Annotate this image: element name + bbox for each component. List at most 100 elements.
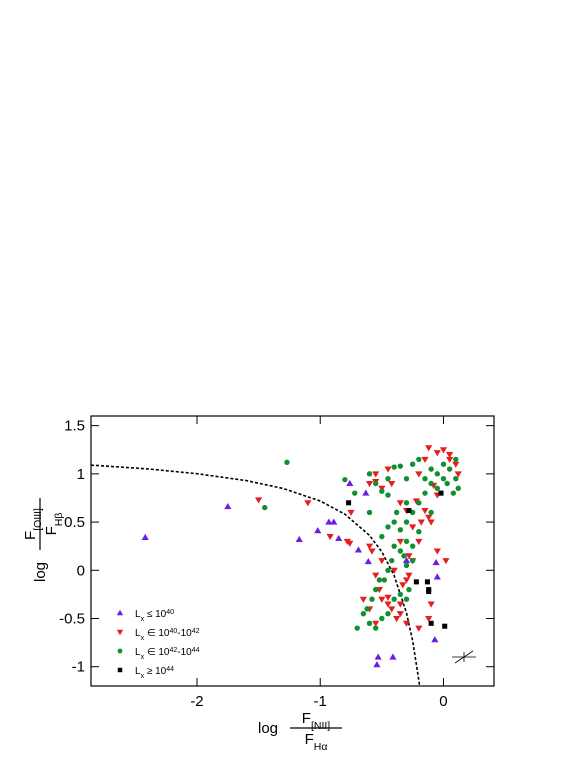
- point: [368, 548, 376, 555]
- point: [412, 498, 420, 505]
- point: [425, 615, 433, 623]
- point: [325, 518, 333, 525]
- legend-marker: [116, 629, 124, 636]
- axis-label-denominator: FHα: [305, 731, 328, 752]
- point: [362, 489, 370, 496]
- point: [364, 606, 370, 612]
- point: [403, 538, 410, 545]
- point: [427, 519, 435, 526]
- point: [378, 558, 386, 565]
- point: [359, 596, 367, 603]
- point: [405, 553, 413, 560]
- point: [224, 503, 232, 510]
- point: [366, 471, 373, 477]
- point: [384, 466, 392, 473]
- axis-label-prefix: log: [258, 720, 278, 737]
- point: [384, 601, 392, 608]
- legend-label: Lx ≥ 1044: [135, 666, 174, 680]
- point: [433, 450, 441, 457]
- point: [442, 623, 448, 629]
- point: [352, 490, 358, 496]
- y-tick-label: -1: [72, 659, 85, 676]
- point: [428, 620, 434, 626]
- point: [372, 625, 379, 631]
- point: [314, 527, 322, 534]
- point: [347, 509, 355, 517]
- point: [396, 538, 404, 545]
- point: [390, 567, 398, 574]
- axis-label-prefix: log: [32, 562, 49, 582]
- point: [397, 591, 404, 598]
- y-tick-label: 0.5: [64, 514, 85, 531]
- point: [354, 546, 363, 553]
- axis-label-numerator: F[NII]: [302, 710, 331, 732]
- axis-label-denominator: FHβ: [43, 513, 65, 536]
- point: [389, 653, 397, 660]
- point: [255, 497, 263, 504]
- point: [372, 471, 380, 478]
- x-axis-label: log F[NII]FHα: [258, 710, 342, 753]
- point: [365, 480, 374, 488]
- point: [415, 538, 423, 545]
- point: [403, 519, 410, 525]
- point: [415, 625, 423, 632]
- legend-marker: [116, 609, 124, 616]
- point: [452, 461, 460, 468]
- point: [403, 596, 410, 602]
- point: [369, 596, 375, 602]
- point: [385, 524, 391, 530]
- point: [421, 456, 429, 463]
- point: [365, 543, 374, 550]
- point: [409, 524, 417, 531]
- point: [416, 529, 422, 535]
- point: [446, 466, 453, 472]
- point: [421, 507, 429, 515]
- point: [425, 445, 433, 452]
- point: [413, 579, 419, 585]
- point: [384, 594, 392, 601]
- point: [385, 567, 391, 573]
- legend-marker: [117, 648, 123, 654]
- point: [434, 485, 441, 492]
- point: [446, 452, 454, 459]
- point: [284, 459, 290, 465]
- point: [425, 514, 433, 521]
- point: [385, 492, 391, 498]
- x-tick-label: -1: [314, 693, 327, 710]
- point: [389, 557, 395, 564]
- point: [360, 610, 367, 617]
- point: [415, 471, 423, 478]
- point: [385, 610, 391, 617]
- y-tick-label: -0.5: [59, 611, 85, 628]
- error-cross: [452, 650, 476, 664]
- point: [422, 490, 428, 496]
- point: [431, 636, 439, 643]
- plot-area: [91, 445, 462, 686]
- point: [434, 471, 441, 477]
- point: [391, 543, 397, 549]
- legend-label: Lx ≤ 1040: [135, 609, 174, 623]
- plot-frame: [90, 415, 495, 687]
- demarcation-curve: [91, 464, 421, 686]
- point: [372, 572, 380, 579]
- point: [454, 471, 462, 478]
- point: [406, 586, 412, 593]
- point: [433, 548, 441, 555]
- point: [438, 490, 444, 496]
- x-tick-label: 0: [439, 693, 447, 710]
- point: [424, 579, 430, 585]
- point: [385, 475, 391, 482]
- point: [440, 475, 447, 482]
- point: [432, 558, 440, 566]
- y-axis-label: log F[OIII]FHβ: [22, 498, 65, 582]
- point: [399, 582, 407, 589]
- point: [326, 534, 334, 541]
- point: [391, 464, 397, 470]
- point: [364, 558, 372, 565]
- point: [397, 463, 404, 469]
- point: [442, 558, 450, 565]
- point: [379, 533, 385, 540]
- point: [403, 562, 410, 569]
- point: [346, 479, 354, 487]
